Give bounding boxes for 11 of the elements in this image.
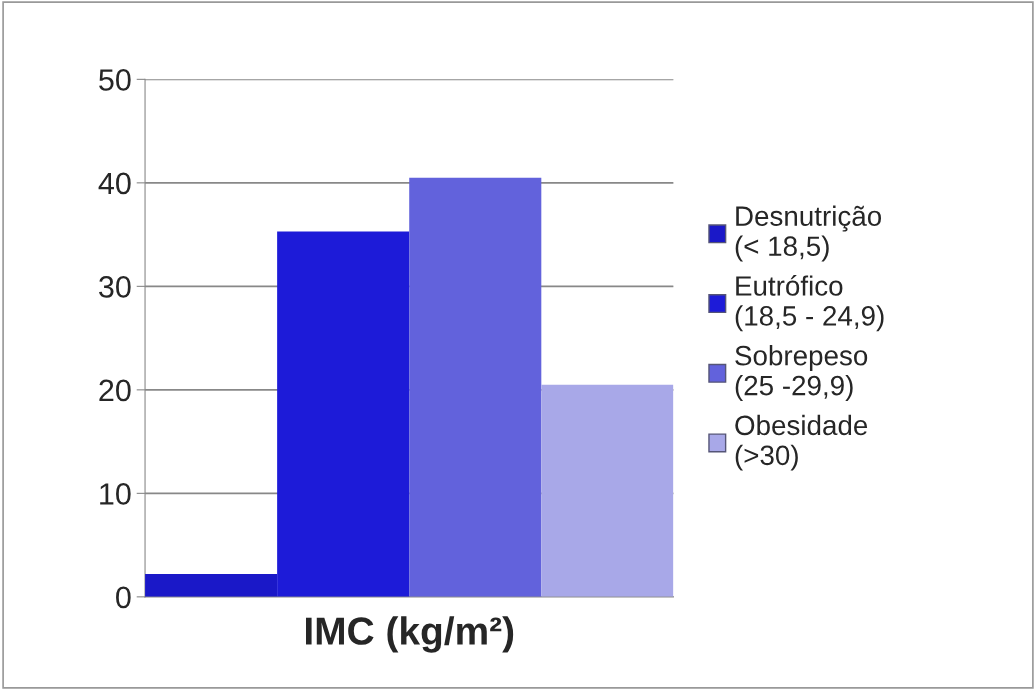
y-tick-label: 40 bbox=[98, 172, 131, 195]
x-axis-title: IMC (kg/m²) bbox=[305, 616, 514, 653]
y-tick-label: 10 bbox=[100, 483, 131, 505]
y-tick-label: 30 bbox=[99, 276, 131, 298]
y-tick-label: 0 bbox=[116, 586, 131, 609]
y-tick-label: 20 bbox=[99, 379, 131, 402]
legend-label: Desnutrição (< 18,5) bbox=[735, 205, 882, 262]
legend-label: Eutrófico (18,5 - 24,9) bbox=[735, 275, 884, 332]
y-tick-label: 50 bbox=[99, 69, 131, 91]
legend-label: Obesidade (>30) bbox=[735, 414, 868, 471]
legend-label: Sobrepeso (25 -29,9) bbox=[735, 345, 868, 401]
